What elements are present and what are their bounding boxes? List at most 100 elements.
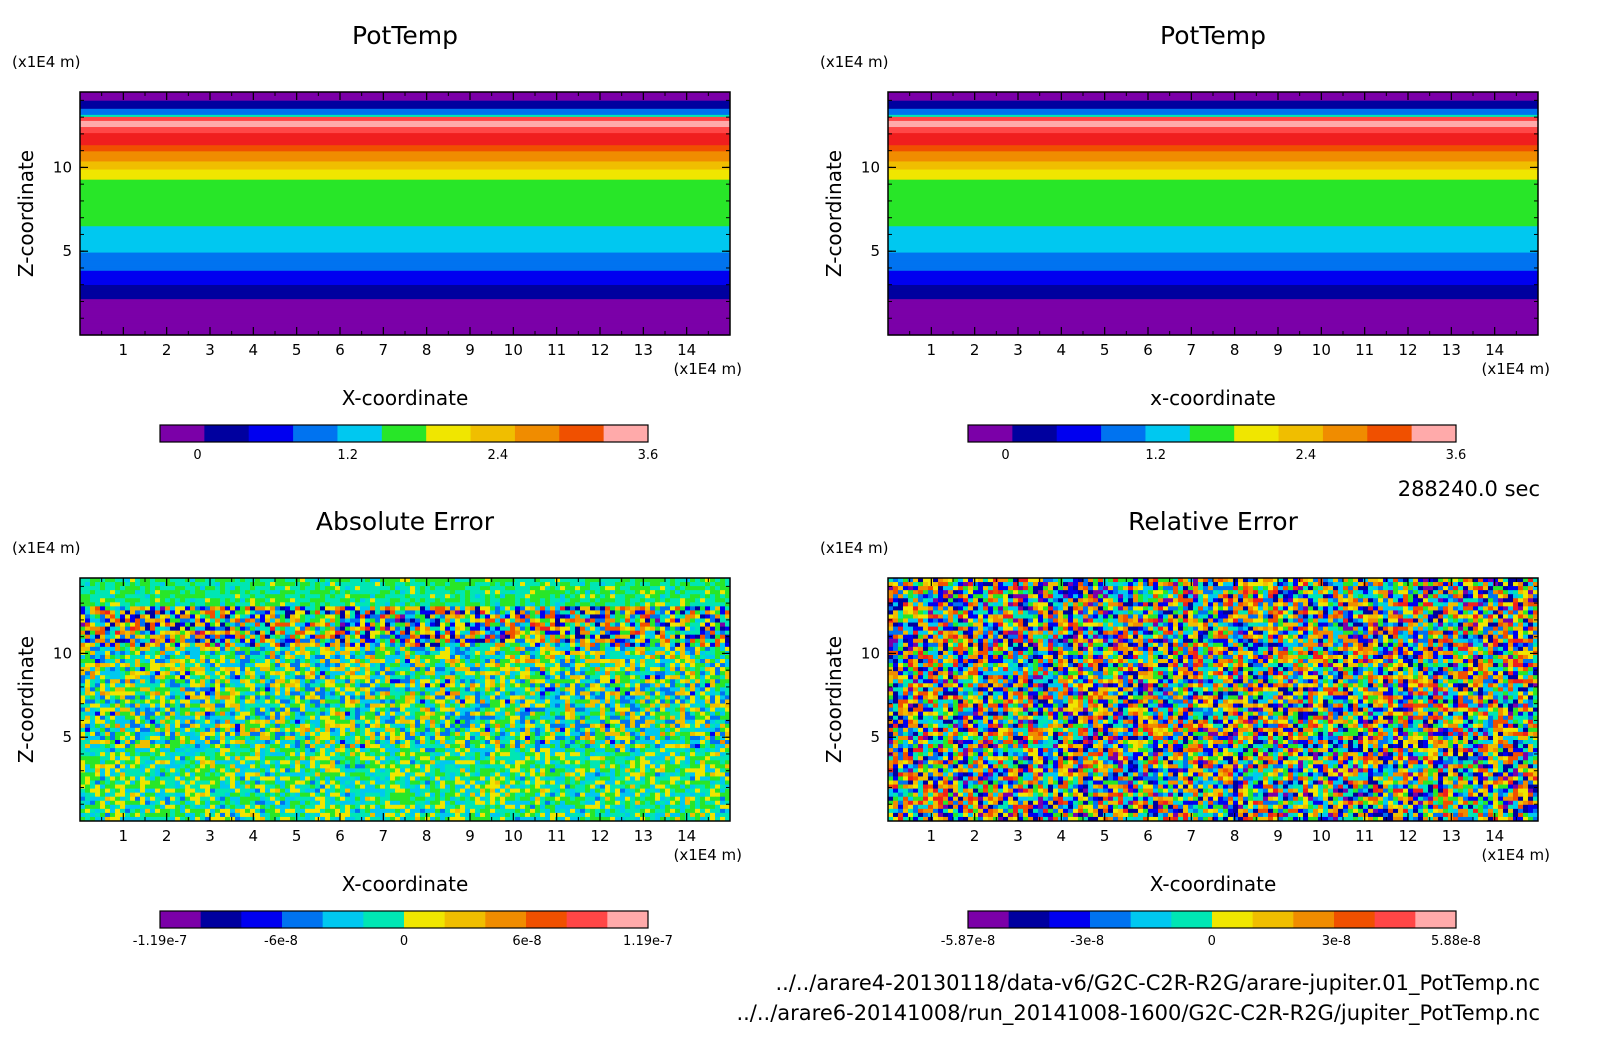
heatmap-cell xyxy=(250,627,256,632)
heatmap-cell xyxy=(545,582,551,587)
heatmap-cell xyxy=(155,675,161,680)
heatmap-cell xyxy=(560,598,566,603)
heatmap-cell xyxy=(185,631,191,636)
heatmap-cell xyxy=(220,700,226,705)
heatmap-cell xyxy=(525,631,531,636)
heatmap-cell xyxy=(720,590,726,595)
heatmap-cell xyxy=(520,610,526,615)
heatmap-cell xyxy=(270,708,276,713)
heatmap-cell xyxy=(535,602,541,607)
heatmap-cell xyxy=(85,610,91,615)
heatmap-cell xyxy=(310,582,316,587)
heatmap-cell xyxy=(645,712,651,717)
heatmap-cell xyxy=(420,635,426,640)
heatmap-cell xyxy=(475,594,481,599)
heatmap-cell xyxy=(290,639,296,644)
heatmap-cell xyxy=(535,619,541,624)
heatmap-cell xyxy=(480,704,486,709)
heatmap-cell xyxy=(310,594,316,599)
heatmap-cell xyxy=(330,590,336,595)
heatmap-cell xyxy=(195,712,201,717)
heatmap-cell xyxy=(245,590,251,595)
heatmap-cell xyxy=(330,586,336,591)
heatmap-cell xyxy=(185,619,191,624)
heatmap-cell xyxy=(715,712,721,717)
heatmap-cell xyxy=(90,708,96,713)
heatmap-cell xyxy=(345,606,351,611)
heatmap-cell xyxy=(105,708,111,713)
heatmap-cell xyxy=(410,671,416,676)
heatmap-cell xyxy=(185,639,191,644)
heatmap-cell xyxy=(570,675,576,680)
heatmap-cell xyxy=(160,623,166,628)
heatmap-cell xyxy=(530,635,536,640)
heatmap-cell xyxy=(445,704,451,709)
heatmap-cell xyxy=(325,619,331,624)
heatmap-cell xyxy=(640,712,646,717)
heatmap-cell xyxy=(175,716,181,721)
heatmap-cell xyxy=(585,655,591,660)
heatmap-cell xyxy=(690,627,696,632)
heatmap-cell xyxy=(445,671,451,676)
heatmap-cell xyxy=(560,675,566,680)
heatmap-cell xyxy=(120,683,126,688)
heatmap-cell xyxy=(360,708,366,713)
heatmap-cell xyxy=(125,687,131,692)
heatmap-cell xyxy=(225,700,231,705)
heatmap-cell xyxy=(280,651,286,656)
heatmap-cell xyxy=(425,695,431,700)
heatmap-cell xyxy=(410,667,416,672)
heatmap-cell xyxy=(205,639,211,644)
heatmap-cell xyxy=(445,586,451,591)
heatmap-cell xyxy=(605,586,611,591)
heatmap-cell xyxy=(415,610,421,615)
heatmap-cell xyxy=(385,691,391,696)
heatmap-cell xyxy=(125,716,131,721)
heatmap-cell xyxy=(450,679,456,684)
heatmap-cell xyxy=(495,590,501,595)
heatmap-cell xyxy=(540,659,546,664)
heatmap-cell xyxy=(655,683,661,688)
heatmap-cell xyxy=(410,582,416,587)
heatmap-cell xyxy=(260,594,266,599)
heatmap-cell xyxy=(655,598,661,603)
y-unit-label: (x1E4 m) xyxy=(12,53,81,71)
heatmap-cell xyxy=(225,610,231,615)
heatmap-cell xyxy=(260,590,266,595)
heatmap-cell xyxy=(685,627,691,632)
heatmap-cell xyxy=(480,602,486,607)
heatmap-cell xyxy=(670,691,676,696)
heatmap-cell xyxy=(530,639,536,644)
heatmap-cell xyxy=(295,643,301,648)
heatmap-cell xyxy=(625,651,631,656)
heatmap-cell xyxy=(545,671,551,676)
heatmap-cell xyxy=(105,655,111,660)
heatmap-cell xyxy=(210,655,216,660)
heatmap-cell xyxy=(720,667,726,672)
heatmap-cell xyxy=(510,610,516,615)
heatmap-cell xyxy=(395,695,401,700)
heatmap-cell xyxy=(240,606,246,611)
heatmap-cell xyxy=(660,627,666,632)
heatmap-cell xyxy=(605,700,611,705)
heatmap-cell xyxy=(375,712,381,717)
heatmap-cell xyxy=(120,687,126,692)
heatmap-cell xyxy=(290,606,296,611)
heatmap-cell xyxy=(375,590,381,595)
heatmap-cell xyxy=(590,631,596,636)
heatmap-cell xyxy=(660,631,666,636)
heatmap-cell xyxy=(395,708,401,713)
heatmap-cell xyxy=(400,691,406,696)
heatmap-cell xyxy=(290,675,296,680)
heatmap-cell xyxy=(490,602,496,607)
heatmap-cell xyxy=(470,700,476,705)
x-tick-label: 2 xyxy=(162,341,172,359)
heatmap-cell xyxy=(130,691,136,696)
heatmap-cell xyxy=(570,635,576,640)
heatmap-cell xyxy=(485,700,491,705)
heatmap-cell xyxy=(515,655,521,660)
heatmap-cell xyxy=(635,623,641,628)
heatmap-cell xyxy=(720,655,726,660)
heatmap-cell xyxy=(520,627,526,632)
heatmap-cell xyxy=(405,659,411,664)
